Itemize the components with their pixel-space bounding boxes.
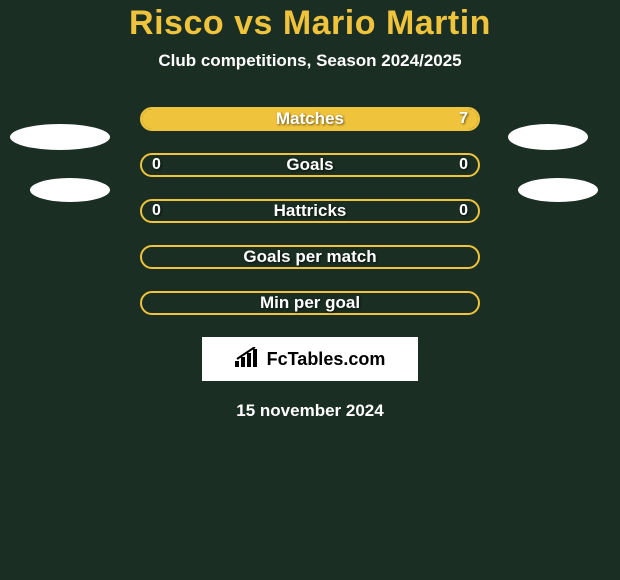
page-title: Risco vs Mario Martin [129,4,491,43]
stat-row-min-per-goal: Min per goal [140,291,480,315]
stat-value-left: 0 [152,202,161,220]
stat-label: Matches [276,109,344,129]
stat-label: Goals [286,155,333,175]
stat-value-right: 0 [459,202,468,220]
chart-icon [235,347,261,372]
stat-row-hattricks: Hattricks 0 0 [140,199,480,223]
subtitle: Club competitions, Season 2024/2025 [158,51,461,71]
date-text: 15 november 2024 [236,401,383,421]
logo-text: FcTables.com [267,349,386,370]
logo-box: FcTables.com [202,337,418,381]
decorative-ellipse [30,178,110,202]
stat-row-goals-per-match: Goals per match [140,245,480,269]
stat-value-right: 7 [459,110,468,128]
decorative-ellipse [508,124,588,150]
decorative-ellipse [518,178,598,202]
stat-row-matches: Matches 7 [140,107,480,131]
stat-label: Hattricks [274,201,347,221]
stat-value-left: 0 [152,156,161,174]
stat-value-right: 0 [459,156,468,174]
decorative-ellipse [10,124,110,150]
stat-label: Goals per match [243,247,376,267]
stat-row-goals: Goals 0 0 [140,153,480,177]
stat-label: Min per goal [260,293,360,313]
